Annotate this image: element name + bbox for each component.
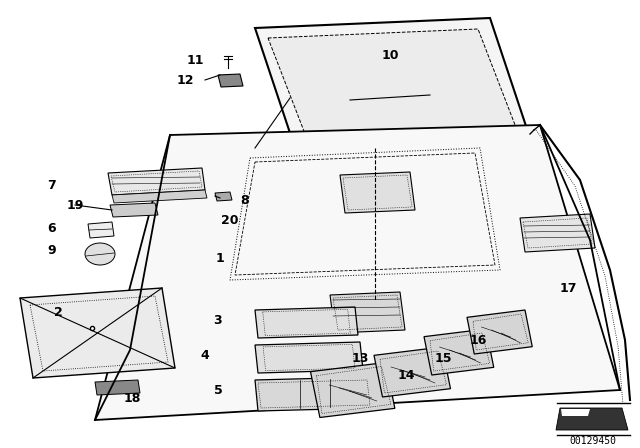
Polygon shape [467,310,532,354]
Text: 17: 17 [559,281,577,294]
Text: 1: 1 [216,251,225,264]
Polygon shape [374,347,451,397]
Text: 19: 19 [67,198,84,211]
Text: 10: 10 [381,48,399,61]
Text: 18: 18 [124,392,141,405]
Polygon shape [330,292,405,333]
Text: 11: 11 [186,53,204,66]
Polygon shape [561,409,590,416]
Polygon shape [268,29,517,139]
Text: 14: 14 [397,369,415,382]
Text: 16: 16 [469,333,486,346]
Text: 13: 13 [351,352,369,365]
Polygon shape [112,190,207,203]
Polygon shape [95,125,620,420]
Text: 3: 3 [214,314,222,327]
Polygon shape [218,74,243,87]
Text: 9: 9 [48,244,56,257]
Polygon shape [215,192,232,201]
Polygon shape [310,362,395,418]
Polygon shape [424,329,493,375]
Polygon shape [520,214,595,252]
Text: 5: 5 [214,383,222,396]
Ellipse shape [85,243,115,265]
Polygon shape [108,168,205,195]
Polygon shape [255,18,530,148]
Polygon shape [255,342,363,373]
Polygon shape [95,380,140,395]
Text: 4: 4 [200,349,209,362]
Polygon shape [20,288,175,378]
Text: 8: 8 [241,194,250,207]
Polygon shape [88,222,114,238]
Polygon shape [255,377,373,411]
Polygon shape [556,408,628,430]
Text: 15: 15 [435,352,452,365]
Text: 20: 20 [221,214,239,227]
Text: 7: 7 [47,178,56,191]
Text: 00129450: 00129450 [570,436,616,446]
Text: 12: 12 [176,73,194,86]
Polygon shape [110,203,158,217]
Polygon shape [340,172,415,213]
Polygon shape [255,307,358,338]
Text: 2: 2 [54,306,62,319]
Text: 6: 6 [48,221,56,234]
